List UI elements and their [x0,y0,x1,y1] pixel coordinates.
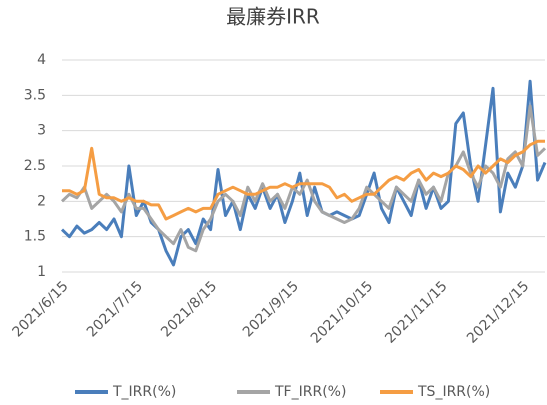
x-tick-label: 2021/6/15 [10,278,72,340]
x-tick-label: 2021/7/15 [84,278,146,340]
legend-label: TS_IRR(%) [417,384,490,400]
series-line [60,104,547,253]
x-tick-label: 2021/8/15 [158,278,220,340]
y-tick-label: 2.5 [24,158,46,174]
series-line [60,79,547,267]
x-tick-label: 2021/9/15 [240,278,302,340]
x-tick-label: 2021/11/15 [382,278,450,346]
y-tick-label: 3.5 [24,87,46,103]
x-tick-label: 2021/12/15 [464,278,532,346]
y-tick-label: 1 [37,264,46,280]
x-tick-label: 2021/10/15 [308,278,376,346]
chart-title: 最廉券IRR [226,5,320,29]
y-tick-label: 2 [37,193,46,209]
y-tick-label: 4 [37,52,46,68]
series-line [62,139,545,221]
legend-label: TF_IRR(%) [274,384,346,400]
legend-label: T_IRR(%) [112,384,176,400]
y-tick-label: 1.5 [24,229,46,245]
y-tick-label: 3 [37,123,46,139]
